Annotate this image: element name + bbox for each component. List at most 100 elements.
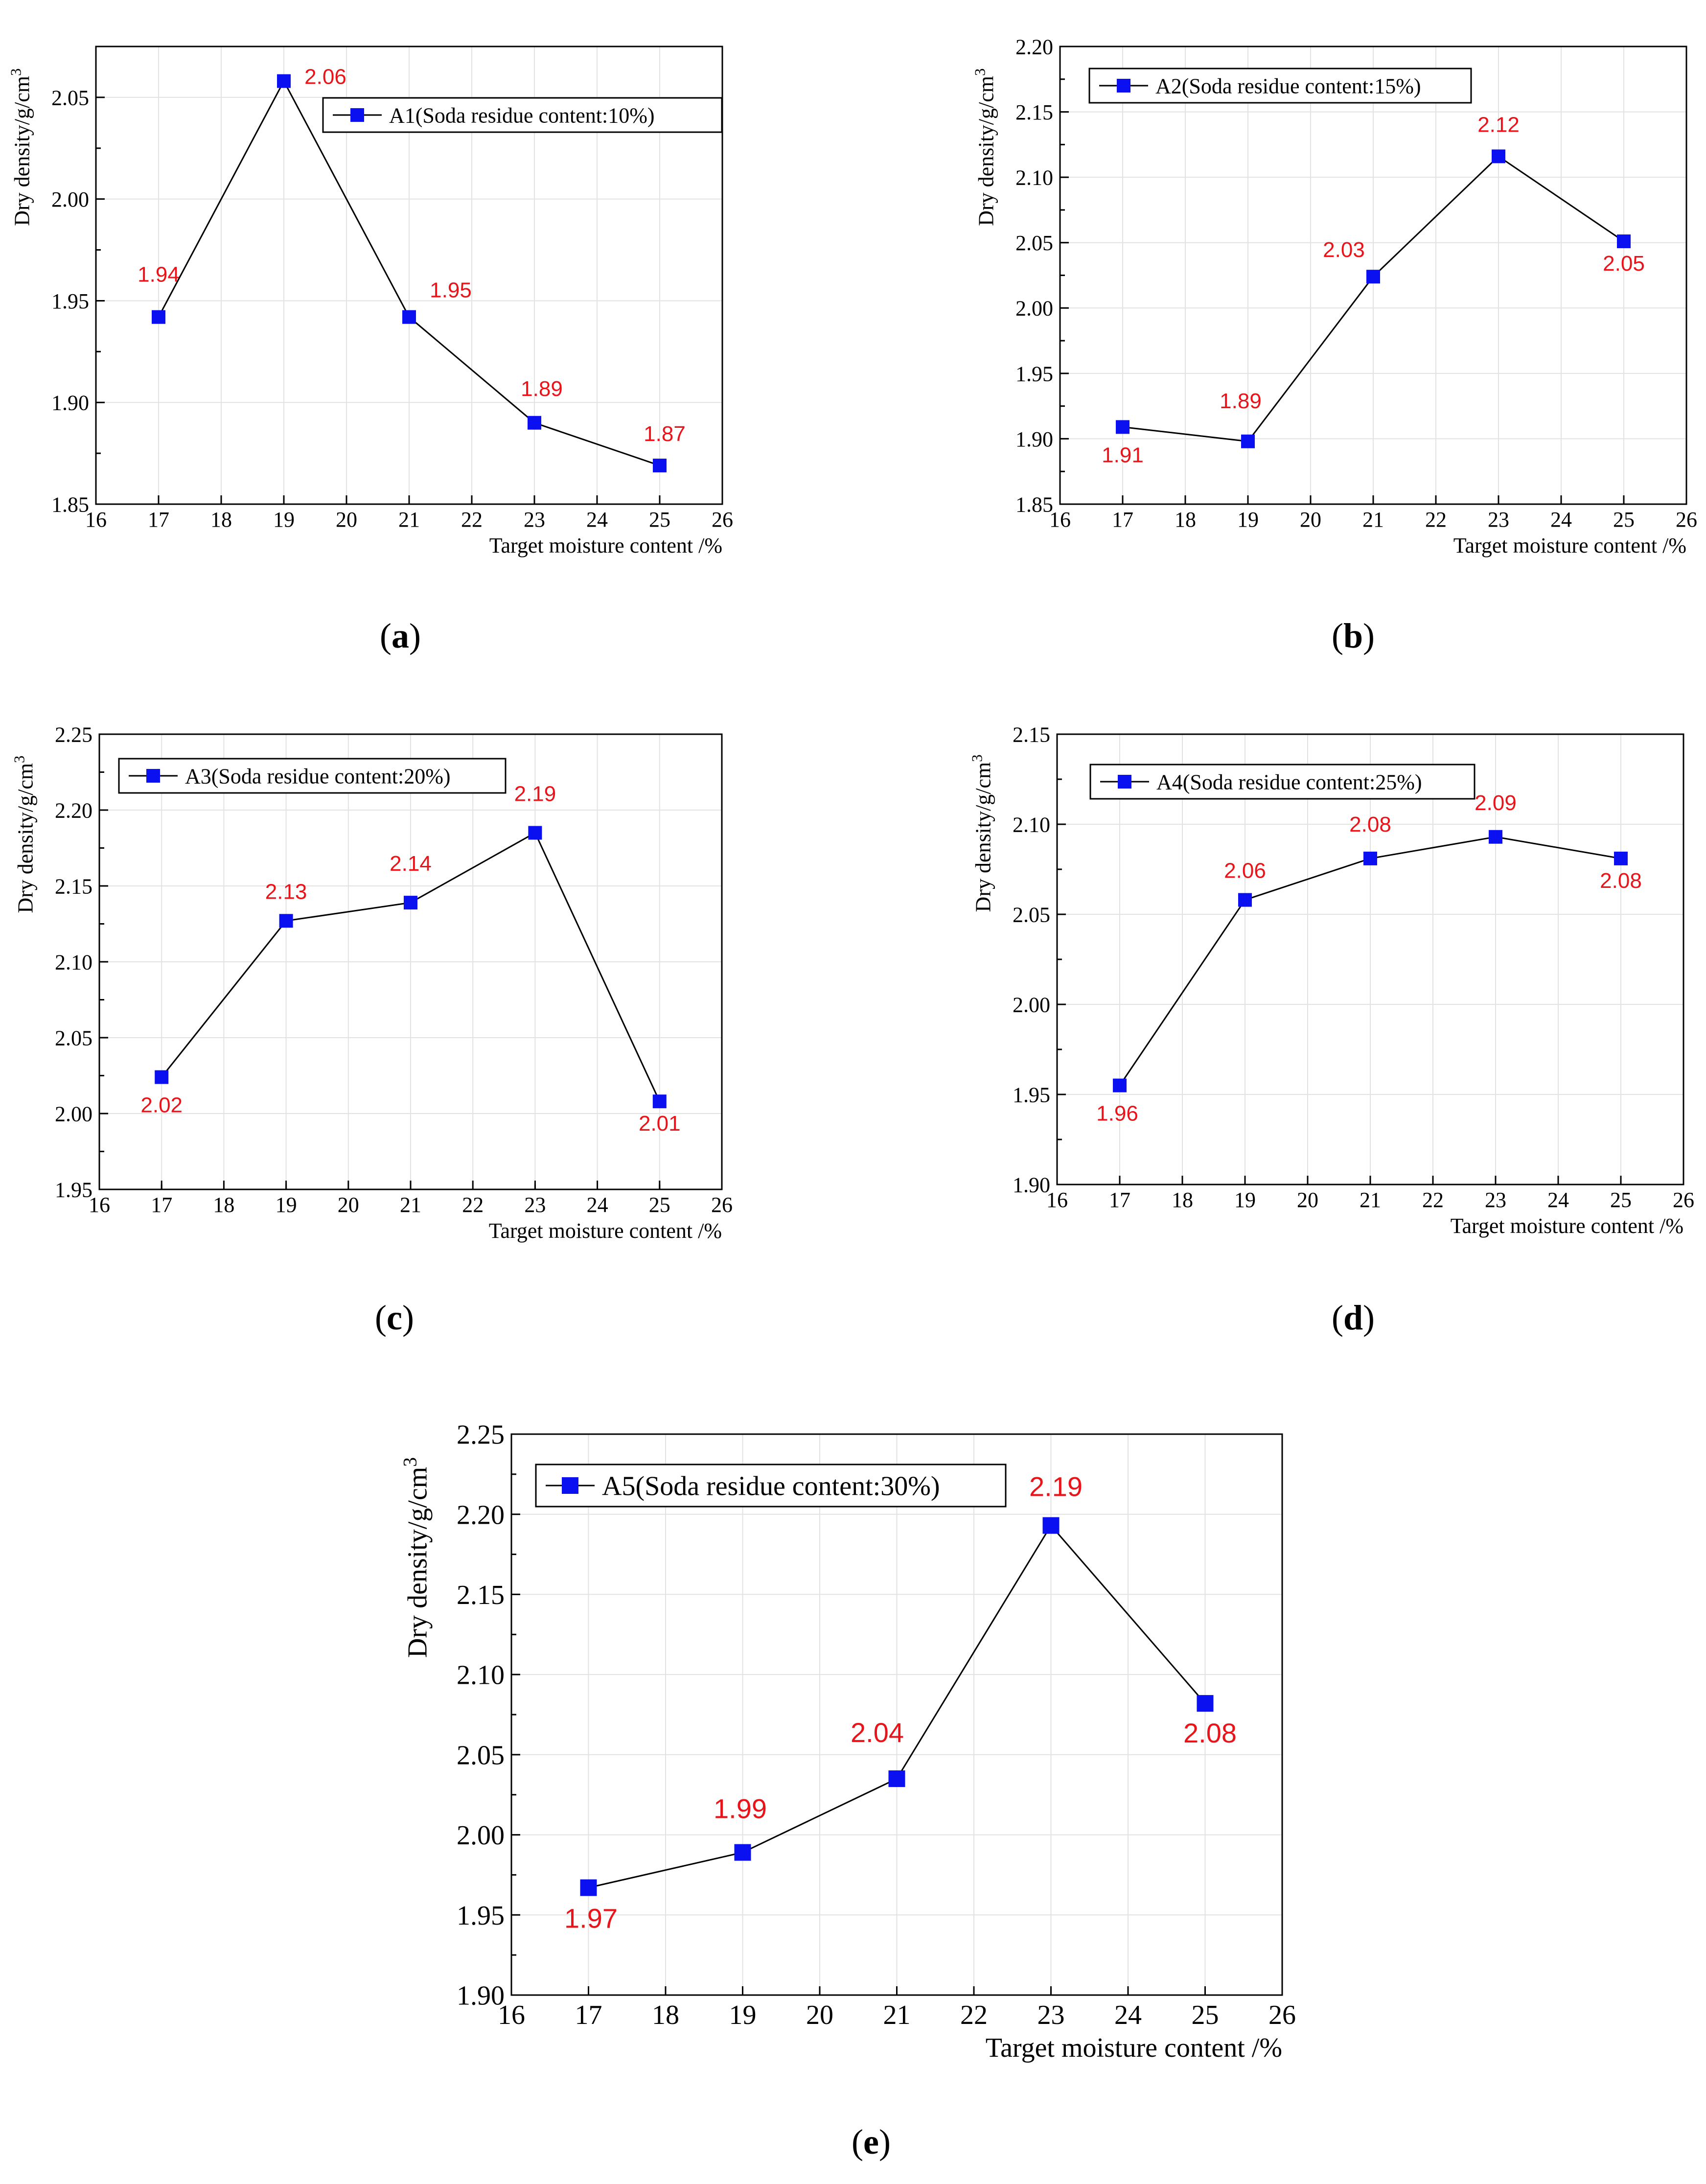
y-tick-label: 1.95 bbox=[55, 1178, 92, 1202]
data-label: 2.08 bbox=[1600, 869, 1642, 893]
legend-marker bbox=[562, 1477, 578, 1494]
data-label: 2.19 bbox=[1029, 1471, 1083, 1502]
x-tick-label: 23 bbox=[1037, 2000, 1065, 2030]
data-label: 1.89 bbox=[521, 377, 563, 401]
data-point bbox=[653, 459, 667, 473]
data-label: 1.97 bbox=[564, 1903, 618, 1934]
data-label: 2.02 bbox=[140, 1093, 183, 1117]
x-tick-label: 23 bbox=[524, 508, 545, 532]
x-tick-label: 18 bbox=[652, 2000, 679, 2030]
data-label: 1.96 bbox=[1096, 1102, 1138, 1126]
x-tick-label: 23 bbox=[524, 1193, 546, 1217]
data-label: 1.94 bbox=[138, 263, 180, 287]
x-tick-label: 25 bbox=[1192, 2000, 1219, 2030]
x-tick-label: 17 bbox=[1112, 508, 1133, 532]
x-tick-label: 21 bbox=[398, 508, 420, 532]
y-axis-title: Dry density/g/cm3 bbox=[8, 69, 34, 226]
x-tick-label: 26 bbox=[1268, 2000, 1296, 2030]
chart-panel-d: 16 17 18 19 20 21 22 23 24 25 26 1.90 1.95 2.00 2.05 2.… bbox=[969, 722, 1694, 1337]
data-label: 2.08 bbox=[1349, 813, 1391, 836]
data-label: 2.05 bbox=[1603, 252, 1645, 276]
legend-marker bbox=[146, 769, 160, 783]
x-tick-label: 19 bbox=[273, 508, 295, 532]
data-point bbox=[1489, 830, 1502, 844]
data-point bbox=[1197, 1695, 1214, 1712]
x-tick-label: 23 bbox=[1488, 508, 1509, 532]
y-tick-label: 1.95 bbox=[1015, 362, 1053, 386]
data-point bbox=[1113, 1078, 1127, 1092]
x-tick-label: 18 bbox=[1175, 508, 1196, 532]
x-tick-label: 22 bbox=[1425, 508, 1447, 532]
y-tick-label: 1.90 bbox=[51, 391, 89, 415]
y-axis-title: Dry density/g/cm3 bbox=[399, 1457, 433, 1658]
y-tick-label: 2.10 bbox=[457, 1660, 505, 1691]
legend: A5(Soda residue content:30%) bbox=[535, 1464, 1007, 1508]
x-tick-label: 22 bbox=[461, 508, 483, 532]
data-label: 1.87 bbox=[644, 422, 686, 446]
y-tick-label: 1.90 bbox=[1015, 427, 1053, 451]
legend-marker bbox=[350, 108, 364, 122]
data-point bbox=[404, 896, 417, 910]
x-tick-label: 26 bbox=[712, 508, 733, 532]
data-label: 1.89 bbox=[1220, 389, 1262, 413]
data-label: 2.01 bbox=[639, 1112, 681, 1136]
x-tick-label: 23 bbox=[1485, 1188, 1506, 1212]
x-tick-label: 22 bbox=[960, 2000, 988, 2030]
chart-panel-a: 16 17 18 19 20 21 22 23 24 25 26 1.85 1.90 1.95 2.00 2.… bbox=[8, 46, 733, 655]
y-tick-label: 2.00 bbox=[1013, 993, 1050, 1017]
legend: A3(Soda residue content:20%) bbox=[118, 758, 507, 794]
y-tick-label: 2.05 bbox=[1013, 903, 1050, 927]
x-tick-label: 18 bbox=[210, 508, 232, 532]
x-tick-label: 21 bbox=[400, 1193, 421, 1217]
x-tick-label: 25 bbox=[1610, 1188, 1632, 1212]
data-label: 1.95 bbox=[430, 279, 472, 302]
data-label: 2.06 bbox=[1224, 859, 1266, 883]
y-tick-label: 2.25 bbox=[55, 722, 92, 746]
x-tick-label: 24 bbox=[586, 508, 608, 532]
x-tick-label: 22 bbox=[1422, 1188, 1444, 1212]
data-point bbox=[888, 1770, 905, 1787]
x-tick-label: 21 bbox=[883, 2000, 911, 2030]
y-tick-label: 2.25 bbox=[457, 1420, 505, 1450]
data-label: 1.91 bbox=[1102, 443, 1144, 467]
y-tick-label: 1.85 bbox=[51, 492, 89, 516]
y-tick-label: 2.10 bbox=[1015, 166, 1053, 190]
data-point bbox=[152, 310, 165, 324]
legend-marker bbox=[1118, 775, 1131, 789]
x-tick-label: 25 bbox=[1613, 508, 1635, 532]
data-label: 2.08 bbox=[1183, 1718, 1237, 1748]
data-label: 2.12 bbox=[1477, 113, 1520, 137]
x-tick-label: 19 bbox=[276, 1193, 297, 1217]
x-tick-label: 21 bbox=[1362, 508, 1384, 532]
panel-caption: (a) bbox=[380, 616, 421, 655]
data-point bbox=[1238, 893, 1252, 907]
x-axis-title: Target moisture content /% bbox=[489, 534, 722, 558]
x-tick-label: 25 bbox=[649, 508, 670, 532]
x-tick-label: 19 bbox=[1237, 508, 1259, 532]
panel-caption: (c) bbox=[375, 1298, 414, 1337]
y-tick-label: 2.00 bbox=[51, 187, 89, 211]
legend-label: A2(Soda residue content:15%) bbox=[1155, 74, 1421, 98]
x-tick-label: 16 bbox=[89, 1193, 110, 1217]
legend-label: A3(Soda residue content:20%) bbox=[185, 764, 451, 788]
y-axis-title: Dry density/g/cm3 bbox=[969, 754, 995, 912]
x-tick-label: 18 bbox=[1172, 1188, 1193, 1212]
data-label: 1.99 bbox=[714, 1793, 767, 1824]
y-tick-label: 2.15 bbox=[1015, 100, 1053, 124]
data-point bbox=[279, 914, 293, 928]
legend: A4(Soda residue content:25%) bbox=[1089, 764, 1475, 800]
data-point bbox=[1116, 420, 1130, 434]
y-tick-label: 2.10 bbox=[55, 950, 92, 974]
x-tick-label: 18 bbox=[213, 1193, 234, 1217]
x-tick-label: 16 bbox=[498, 2000, 525, 2030]
x-tick-label: 24 bbox=[587, 1193, 608, 1217]
data-point bbox=[155, 1070, 169, 1084]
x-tick-label: 20 bbox=[1297, 1188, 1318, 1212]
y-tick-label: 2.10 bbox=[1013, 813, 1050, 836]
y-tick-label: 1.95 bbox=[1013, 1083, 1050, 1107]
data-label: 2.13 bbox=[265, 880, 307, 904]
data-point bbox=[1492, 149, 1505, 163]
x-tick-label: 20 bbox=[338, 1193, 359, 1217]
data-point bbox=[1241, 434, 1255, 448]
